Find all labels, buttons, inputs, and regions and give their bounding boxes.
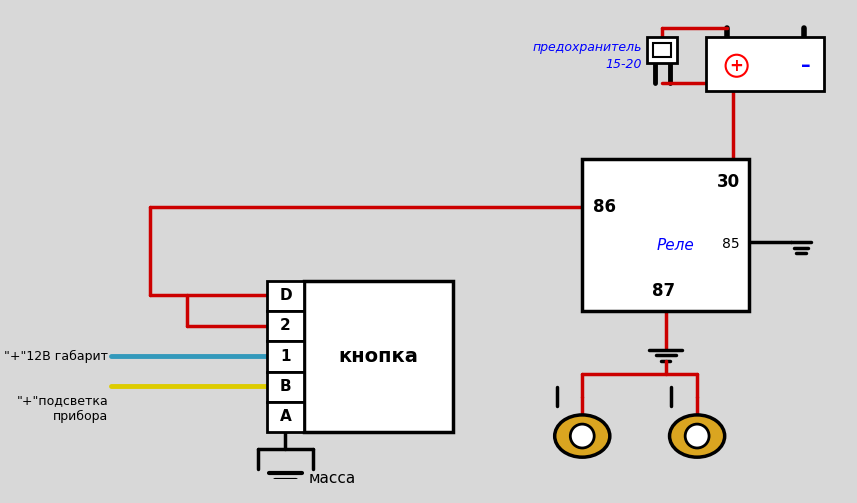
Ellipse shape bbox=[554, 415, 610, 457]
Bar bbox=[267, 402, 304, 433]
Text: 2: 2 bbox=[280, 318, 291, 333]
Circle shape bbox=[685, 424, 709, 448]
Text: 86: 86 bbox=[593, 198, 616, 216]
Text: 1: 1 bbox=[280, 349, 291, 364]
Text: "+"12В габарит: "+"12В габарит bbox=[4, 350, 108, 363]
Bar bbox=[267, 311, 304, 342]
Text: кнопка: кнопка bbox=[339, 347, 418, 366]
Text: +: + bbox=[729, 57, 744, 75]
Ellipse shape bbox=[669, 415, 725, 457]
Bar bbox=[267, 281, 304, 311]
Text: "+"подсветка
прибора: "+"подсветка прибора bbox=[16, 394, 108, 423]
Bar bbox=[304, 281, 452, 433]
Text: A: A bbox=[279, 409, 291, 424]
Bar bbox=[648, 37, 677, 63]
Bar bbox=[706, 37, 824, 91]
Circle shape bbox=[570, 424, 594, 448]
Text: предохранитель
15-20: предохранитель 15-20 bbox=[532, 41, 642, 70]
Bar bbox=[267, 342, 304, 372]
Bar bbox=[267, 372, 304, 402]
Text: 85: 85 bbox=[722, 237, 740, 251]
Text: Реле: Реле bbox=[656, 238, 694, 254]
Bar bbox=[653, 43, 671, 57]
Bar bbox=[582, 159, 750, 311]
Text: –: – bbox=[800, 56, 811, 75]
Text: B: B bbox=[279, 379, 291, 394]
Text: 30: 30 bbox=[716, 173, 740, 191]
Text: 87: 87 bbox=[652, 282, 675, 300]
Text: D: D bbox=[279, 288, 291, 303]
Text: масса: масса bbox=[309, 471, 356, 486]
Circle shape bbox=[726, 55, 747, 77]
